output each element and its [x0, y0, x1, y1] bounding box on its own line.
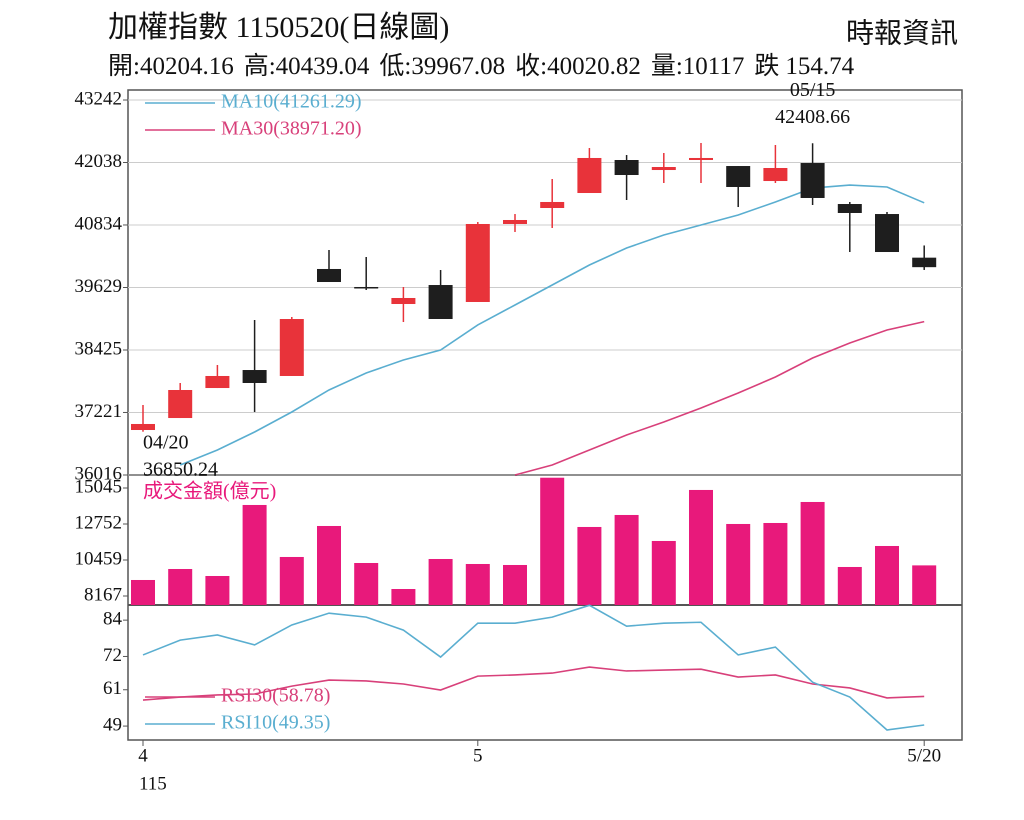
- panel-title: 成交金額(億元): [143, 480, 276, 503]
- line-series: [179, 184, 925, 466]
- legend-label: MA10(41261.29): [221, 91, 362, 113]
- legend-label: MA30(38971.20): [221, 118, 362, 140]
- chart-title: 加權指數 1150520(日線圖): [108, 11, 449, 44]
- bar: [689, 489, 713, 605]
- candle-body: [354, 286, 379, 289]
- bar: [391, 588, 416, 605]
- stat-label: 量:: [651, 53, 683, 80]
- annotation-value: 36850.24: [143, 458, 218, 480]
- y-tick-label: 12752: [75, 512, 123, 533]
- candle-body: [205, 375, 230, 389]
- candle-body: [242, 370, 267, 383]
- bar: [837, 566, 862, 605]
- candle-body: [131, 423, 155, 431]
- source: 時報資訊: [846, 17, 958, 49]
- x-tick-label: 4: [138, 745, 148, 766]
- bar: [540, 477, 565, 605]
- bar: [763, 522, 788, 605]
- stat-value: 40439.04: [276, 53, 370, 80]
- frame: [127, 89, 963, 741]
- y-tick-label: 40834: [75, 213, 123, 234]
- candle-body: [875, 214, 899, 253]
- bar: [503, 564, 527, 605]
- candle-body: [279, 319, 304, 376]
- stat-value: 40204.16: [140, 53, 234, 80]
- legend-label: RSI30(58.78): [221, 685, 330, 707]
- stat-label: 高:: [244, 52, 276, 80]
- x-tick-label: 5/20: [907, 745, 941, 766]
- annotation-label: 05/15: [790, 79, 836, 101]
- bar: [317, 525, 341, 605]
- stat-label: 收:: [515, 52, 547, 80]
- candle-body: [317, 268, 341, 283]
- bar: [279, 556, 304, 605]
- y-tick-label: 43242: [75, 88, 123, 109]
- y-tick-label: 39629: [75, 276, 123, 297]
- stat-value: 39967.08: [411, 53, 505, 80]
- y-tick-label: 49: [103, 714, 122, 735]
- bar: [800, 501, 825, 605]
- x-tick-label: 5: [473, 745, 483, 766]
- bar: [242, 504, 267, 605]
- candle-body: [503, 219, 527, 224]
- x-sublabel: 115: [139, 773, 167, 794]
- bar: [354, 562, 379, 605]
- stat-label: 開:: [108, 53, 140, 80]
- line-series: [142, 666, 925, 701]
- candle-body: [465, 223, 490, 302]
- candle-body: [614, 160, 639, 176]
- candle-body: [763, 167, 788, 182]
- annotation-value: 42408.66: [775, 106, 850, 128]
- legend-label: RSI10(49.35): [221, 712, 330, 734]
- candle-body: [800, 163, 825, 198]
- candle-body: [428, 285, 453, 320]
- stat-label: 低:: [379, 52, 411, 80]
- candle-body: [726, 166, 751, 187]
- line-series: [142, 604, 925, 731]
- annotation-label: 04/20: [143, 431, 189, 453]
- candle-body: [837, 204, 862, 213]
- candle-body: [689, 157, 713, 161]
- y-tick-label: 42038: [75, 151, 123, 172]
- candle-body: [651, 167, 676, 171]
- y-tick-label: 15045: [75, 476, 123, 497]
- stat-value: 154.74: [785, 53, 854, 80]
- candle-body: [912, 257, 937, 268]
- bar: [465, 563, 490, 605]
- y-tick-label: 8167: [84, 584, 122, 605]
- bar: [912, 565, 937, 605]
- bar: [651, 540, 676, 605]
- bar: [614, 514, 639, 605]
- stat-value: 10117: [683, 53, 745, 80]
- y-tick-label: 38425: [75, 338, 123, 359]
- stat-value: 40020.82: [547, 53, 641, 80]
- candle-body: [577, 157, 602, 194]
- y-tick-label: 84: [103, 608, 123, 629]
- y-tick-label: 36016: [75, 463, 123, 484]
- stat-label: 跌: [754, 52, 779, 80]
- bar: [131, 579, 155, 605]
- y-tick-label: 10459: [75, 548, 123, 569]
- stats: 開:40204.16 高:40439.04 低:39967.08 收:40020.82…: [108, 52, 855, 80]
- y-tick-label: 37221: [75, 401, 123, 422]
- bar: [726, 523, 751, 605]
- candle-body: [168, 389, 193, 419]
- y-tick-label: 72: [103, 645, 122, 666]
- line-series: [514, 320, 925, 476]
- candle-body: [540, 201, 565, 209]
- bar: [205, 575, 230, 605]
- bar: [577, 526, 602, 605]
- bar: [875, 545, 899, 605]
- candle-body: [391, 297, 416, 305]
- y-tick-label: 61: [103, 678, 122, 699]
- bar: [428, 558, 453, 605]
- bar: [168, 568, 193, 605]
